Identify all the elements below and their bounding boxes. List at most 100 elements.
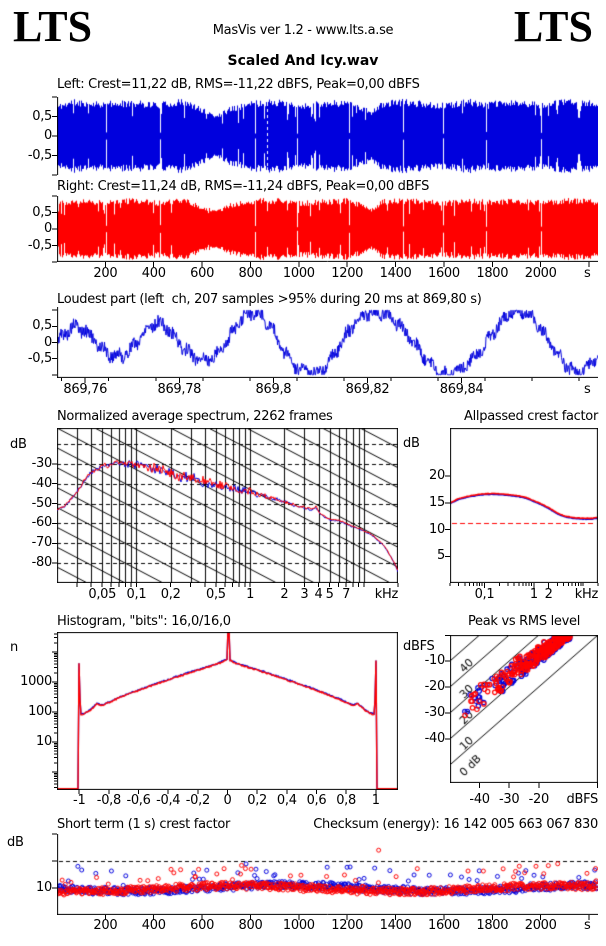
tick-label: 0,5: [32, 108, 52, 124]
tick-label: -1: [73, 793, 86, 808]
tick-label: 5: [437, 548, 445, 564]
tick-label: -0,2: [185, 793, 210, 808]
tick-label: 1: [529, 587, 538, 602]
checksum-label: Checksum (energy): 16 142 005 663 067 83…: [313, 817, 598, 832]
tick-label: 20: [429, 468, 445, 484]
tick-label: -0,8: [96, 793, 121, 808]
tick-label: 3: [300, 587, 309, 602]
tick-label: -20: [424, 678, 446, 694]
tick-label: 7: [342, 587, 351, 602]
tick-label: 1400: [379, 266, 412, 281]
tick-label: 2000: [524, 918, 557, 933]
tick-label: -70: [31, 535, 53, 551]
masvis-version-line: MasVis ver 1.2 - www.lts.a.se: [212, 23, 394, 38]
short-term-canvas: [57, 834, 598, 915]
tick-label: 1200: [331, 918, 364, 933]
tick-label: 600: [190, 266, 215, 281]
tick-label: 200: [93, 918, 118, 933]
tick-label: 0,2: [247, 793, 268, 808]
tick-label: 15: [429, 494, 445, 510]
tick-label: 400: [141, 918, 166, 933]
peak-rms-canvas: [450, 635, 598, 783]
tick-label: 0,1: [474, 587, 495, 602]
loudest-part-canvas: [57, 307, 598, 378]
tick-label: -50: [31, 495, 53, 511]
tick-label: -30: [31, 455, 53, 471]
short-term-axis-unit: s: [584, 918, 591, 933]
tick-label: -20: [528, 792, 550, 807]
allpassed-ylabel: dB: [403, 436, 420, 451]
tick-label: 1800: [476, 918, 509, 933]
tick-label: 1800: [476, 266, 509, 281]
tick-label: 1400: [379, 918, 412, 933]
tick-label: -0,5: [27, 147, 52, 163]
lts-logo-left: LTS: [13, 2, 93, 51]
tick-label: 869,76: [63, 382, 108, 397]
tick-label: 1600: [427, 918, 460, 933]
right-channel-stats: Right: Crest=11,24 dB, RMS=-11,24 dBFS, …: [57, 179, 430, 194]
tick-label: -30: [424, 704, 446, 720]
tick-label: 0: [44, 334, 52, 350]
tick-label: 1600: [427, 266, 460, 281]
spectrum-ylabel: dB: [10, 437, 27, 452]
tick-label: 800: [238, 266, 263, 281]
allpassed-canvas: [450, 428, 598, 583]
tick-label: 0,05: [88, 587, 117, 602]
short-term-title: Short term (1 s) crest factor: [57, 817, 231, 832]
tick-label: -40: [424, 730, 446, 746]
tick-label: -30: [499, 792, 520, 807]
left-channel-stats: Left: Crest=11,22 dB, RMS=-11,22 dBFS, P…: [57, 77, 420, 92]
histogram-ylabel: n: [10, 640, 18, 655]
tick-label: -0,5: [27, 350, 52, 366]
allpassed-xunit: kHz: [574, 587, 599, 602]
tick-label: 0,5: [32, 204, 52, 220]
tick-label: 1200: [331, 266, 364, 281]
tick-label: 1000: [282, 266, 315, 281]
tick-label: 100: [28, 704, 52, 719]
tick-label: -80: [31, 555, 53, 571]
tick-label: 0,2: [160, 587, 181, 602]
spectrum-canvas: [57, 428, 398, 583]
tick-label: -0,6: [126, 793, 151, 808]
tick-label: 0,6: [306, 793, 327, 808]
lts-logo-right: LTS: [513, 2, 593, 51]
tick-label: 869,82: [345, 382, 390, 397]
tick-label: -0,5: [27, 237, 52, 253]
tick-label: 0,5: [206, 587, 226, 602]
histogram-canvas: [57, 632, 398, 790]
tick-label: 1: [371, 793, 380, 808]
tick-label: 10: [36, 880, 52, 895]
tick-label: -40: [469, 792, 490, 807]
file-title: Scaled And Icy.wav: [227, 53, 379, 69]
tick-label: -60: [31, 515, 53, 531]
loudest-axis-unit: s: [584, 382, 591, 397]
tick-label: 10: [36, 734, 52, 749]
tick-label: 0: [223, 793, 232, 808]
peak-rms-ylabel: dBFS: [403, 639, 435, 654]
tick-label: 4: [314, 587, 323, 602]
tick-label: 400: [141, 266, 166, 281]
tick-label: 869,84: [439, 382, 484, 397]
allpassed-title: Allpassed crest factor: [464, 409, 598, 424]
tick-label: 800: [238, 918, 263, 933]
tick-label: 1000: [20, 674, 52, 689]
time-axis-unit: s: [584, 266, 591, 281]
tick-label: 1000: [282, 918, 315, 933]
tick-label: 2: [280, 587, 289, 602]
peak-rms-xunit: dBFS: [566, 792, 599, 807]
right-waveform-canvas: [57, 196, 598, 262]
tick-label: 0,8: [336, 793, 356, 808]
loudest-part-title: Loudest part (left ch, 207 samples >95% …: [57, 292, 482, 307]
tick-label: 0: [44, 128, 52, 143]
tick-label: 10: [429, 521, 445, 537]
tick-label: -40: [31, 475, 53, 491]
tick-label: 5: [325, 587, 334, 602]
tick-label: 869,8: [255, 382, 292, 397]
tick-label: 0,4: [276, 793, 297, 808]
tick-label: 0: [44, 221, 52, 236]
tick-label: 200: [93, 266, 118, 281]
peak-rms-title: Peak vs RMS level: [467, 614, 581, 629]
tick-label: -10: [424, 652, 446, 668]
tick-label: 2000: [524, 266, 557, 281]
